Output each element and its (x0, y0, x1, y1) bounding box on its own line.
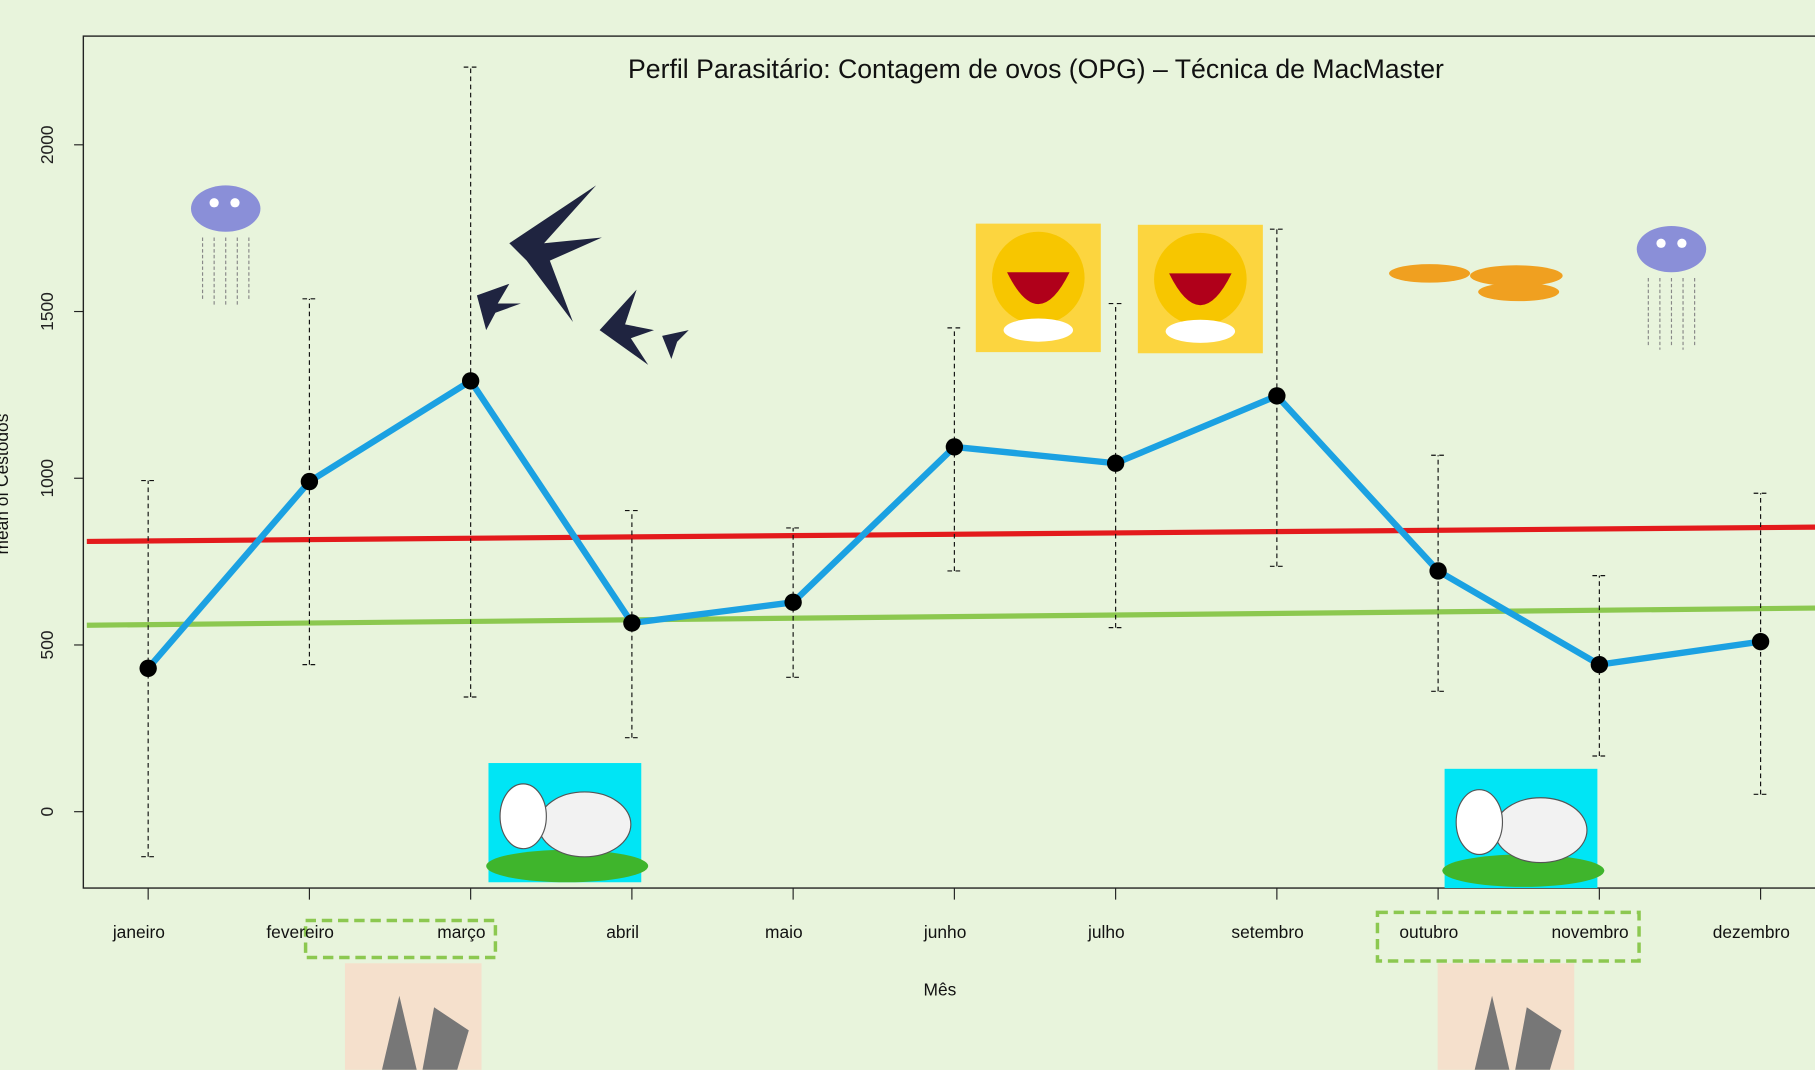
point (1429, 562, 1446, 579)
point (462, 372, 479, 389)
figure (1438, 963, 1575, 1069)
x-tick-label: abril (606, 922, 639, 942)
x-tick-label: junho (923, 922, 966, 942)
sheep (486, 763, 648, 882)
point (1268, 387, 1285, 404)
point (784, 594, 801, 611)
x-tick-label: março (437, 922, 485, 942)
page: {"chart_data":{"type":"line","title":"Pe… (0, 0, 1815, 1070)
x-tick-label: setembro (1231, 922, 1303, 942)
chart: Perfil Parasitário: Contagem de ovos (OP… (0, 0, 1815, 1070)
y-tick-label: 2000 (37, 125, 57, 164)
x-tick-label: janeiro (112, 922, 165, 942)
x-tick-label: dezembro (1713, 922, 1790, 942)
point (301, 473, 318, 490)
point (1752, 633, 1769, 650)
point (946, 438, 963, 455)
x-tick-label: maio (765, 922, 803, 942)
figure (345, 963, 482, 1069)
point (623, 614, 640, 631)
y-tick-label: 0 (37, 807, 57, 817)
point (1591, 656, 1608, 673)
y-tick-label: 1500 (37, 292, 57, 331)
chart-title: Perfil Parasitário: Contagem de ovos (OP… (628, 54, 1444, 84)
sheep (1442, 769, 1604, 888)
y-tick-label: 1000 (37, 459, 57, 498)
y-axis-label: mean of Cestodos (0, 413, 12, 554)
laughing-face (1138, 225, 1263, 353)
x-tick-label: outubro (1399, 922, 1458, 942)
y-tick-label: 500 (37, 630, 57, 659)
point (139, 660, 156, 677)
x-tick-label: novembro (1551, 922, 1628, 942)
x-tick-label: julho (1087, 922, 1125, 942)
x-axis-label: Mês (924, 980, 957, 1000)
laughing-face (976, 224, 1101, 352)
point (1107, 455, 1124, 472)
x-tick-label: fevereiro (266, 922, 334, 942)
